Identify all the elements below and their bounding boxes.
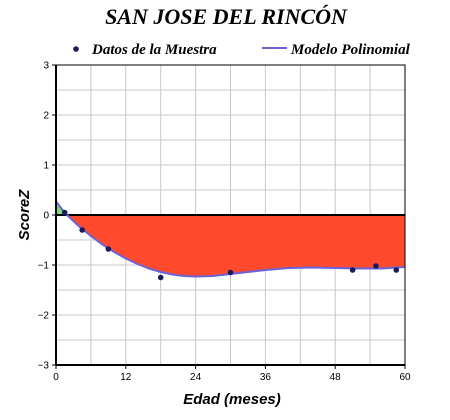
data-point bbox=[373, 263, 379, 269]
data-point bbox=[61, 209, 68, 216]
y-tick-label: −3 bbox=[38, 361, 50, 372]
y-tick-label: 1 bbox=[43, 161, 49, 172]
legend: Datos de la Muestra Modelo Polinomial bbox=[73, 42, 411, 58]
data-point bbox=[157, 274, 164, 281]
data-point bbox=[393, 267, 400, 273]
x-tick-label: 12 bbox=[120, 372, 132, 383]
model-line bbox=[55, 200, 406, 278]
data-point bbox=[79, 227, 85, 233]
legend-label-sample: Datos de la Muestra bbox=[91, 42, 217, 58]
chart-title: SAN JOSE DEL RINCÓN bbox=[105, 4, 348, 29]
x-tick-label: 48 bbox=[330, 372, 342, 383]
y-tick-label: 0 bbox=[43, 211, 49, 222]
y-tick-label: 2 bbox=[43, 111, 49, 122]
data-point bbox=[227, 269, 234, 276]
y-tick-label: −1 bbox=[38, 261, 50, 272]
area-above-zero bbox=[56, 201, 68, 215]
x-tick-label: 60 bbox=[399, 372, 411, 383]
legend-label-model: Modelo Polinomial bbox=[290, 42, 411, 58]
y-axis-label: ScoreZ bbox=[16, 189, 33, 241]
y-tick-label: −2 bbox=[38, 311, 50, 322]
x-tick-label: 36 bbox=[260, 372, 272, 383]
x-tick-label: 0 bbox=[53, 372, 59, 383]
legend-marker-sample bbox=[73, 46, 79, 52]
data-point bbox=[349, 267, 356, 273]
x-tick-label: 24 bbox=[190, 372, 202, 383]
y-tick-label: 3 bbox=[43, 61, 49, 72]
data-point bbox=[105, 246, 112, 252]
x-axis-label: Edad (meses) bbox=[183, 391, 281, 408]
area-below-zero bbox=[67, 215, 405, 277]
